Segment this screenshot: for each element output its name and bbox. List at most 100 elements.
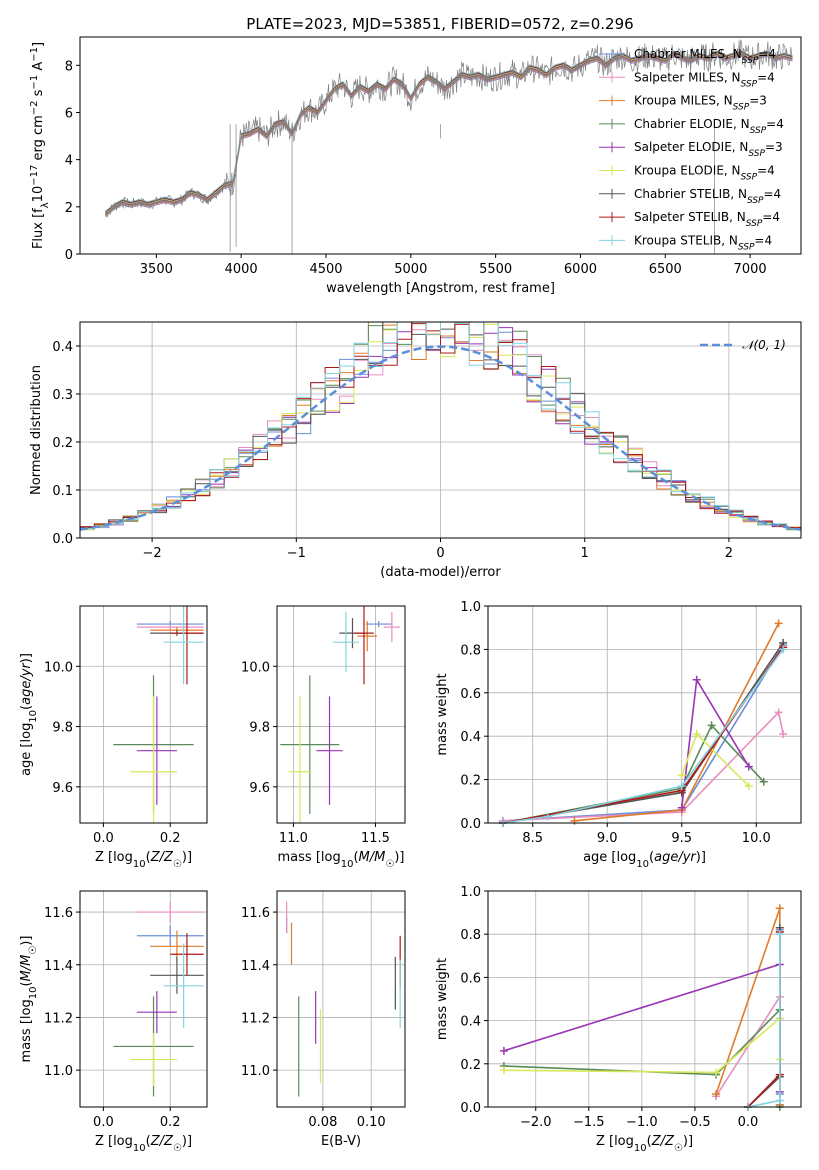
label-part: age [log bbox=[19, 723, 34, 776]
label-part: Z/Z bbox=[150, 1134, 174, 1149]
label-part: (data-model)/error bbox=[380, 565, 501, 580]
label-part: ( bbox=[19, 705, 34, 710]
age-vs-mass-x-label: mass [log10(M/M☉)] bbox=[278, 850, 405, 870]
weight-marker bbox=[779, 730, 788, 739]
x-tick-label: 7000 bbox=[734, 262, 767, 277]
legend-label: Kroupa STELIB, N bbox=[634, 233, 738, 247]
weight-marker bbox=[707, 721, 716, 730]
label-part: ( bbox=[146, 1134, 151, 1149]
x-tick-label: 0.0 bbox=[93, 831, 114, 846]
y-tick-label: 1.0 bbox=[460, 600, 481, 615]
label-part: s bbox=[31, 89, 46, 100]
x-tick-label: 6000 bbox=[564, 262, 597, 277]
x-tick-label: −1.5 bbox=[573, 1115, 605, 1130]
x-tick-label: 0.2 bbox=[160, 831, 181, 846]
x-tick-label: 9.5 bbox=[671, 831, 692, 846]
label-part: M/M bbox=[19, 955, 34, 982]
y-tick-label: 0.8 bbox=[460, 643, 481, 658]
label-part: ☉ bbox=[173, 1143, 182, 1154]
observed-spectrum-line bbox=[105, 38, 793, 219]
label-part: ( bbox=[649, 850, 654, 865]
label-part: mass [log bbox=[19, 999, 34, 1062]
spectrum-axes: 3500 4000 4500 5000 5500 6000 6500 7000 0 2 4 6 8 bbox=[65, 59, 767, 277]
weight-marker bbox=[677, 771, 686, 780]
y-tick-label: 0.4 bbox=[460, 1015, 481, 1030]
label-part: ( bbox=[647, 1134, 652, 1149]
y-tick-label: 11.2 bbox=[44, 1011, 73, 1026]
x-tick-label: 0 bbox=[436, 546, 444, 561]
legend-label: Salpeter ELODIE, N bbox=[634, 140, 748, 154]
weight_vs_Z-axes: −2.0 −1.5 −1.0 −0.5 0.0 0.0 0.2 0.4 0.6 0.8 1.0 bbox=[460, 885, 801, 1130]
label-part: age/yr bbox=[19, 662, 34, 705]
model-spectrum-line bbox=[105, 50, 793, 213]
legend-entry: Kroupa MILES, NSSP=3 bbox=[634, 94, 767, 113]
label-part: ( bbox=[353, 850, 358, 865]
x-tick-label: 1 bbox=[581, 546, 589, 561]
x-tick-label: 4000 bbox=[225, 262, 258, 277]
legend-label: Salpeter MILES, N bbox=[634, 70, 741, 84]
label-part: ( bbox=[146, 850, 151, 865]
weight-line bbox=[502, 723, 765, 824]
y-tick-label: 11.0 bbox=[241, 1064, 270, 1079]
residual-frame bbox=[79, 321, 802, 539]
legend-entry: Chabrier MILES, NSSP=4 bbox=[634, 47, 776, 66]
y-tick-label: 0.0 bbox=[52, 532, 73, 547]
x-tick-label: 8.5 bbox=[522, 831, 543, 846]
label-part: erg cm bbox=[31, 115, 46, 164]
y-tick-label: 11.2 bbox=[241, 1011, 270, 1026]
x-tick-label: 4500 bbox=[309, 262, 342, 277]
label-part: ] bbox=[31, 42, 46, 47]
gaussian-curve bbox=[79, 345, 802, 531]
y-tick-label: 11.0 bbox=[44, 1064, 73, 1079]
weight-marker bbox=[779, 645, 788, 654]
label-part: )] bbox=[683, 1134, 693, 1149]
spectrum-y-label: Flux [fλ10−17 erg cm−2 s−1 A−1] bbox=[29, 42, 51, 249]
x-tick-label: 0.0 bbox=[738, 1115, 759, 1130]
x-tick-label: 3500 bbox=[140, 262, 173, 277]
legend-sub: SSP bbox=[738, 242, 755, 252]
weight-marker bbox=[692, 675, 701, 684]
model-spectrum-line bbox=[105, 50, 793, 212]
y-tick-label: 1.0 bbox=[460, 885, 481, 900]
y-tick-label: 11.6 bbox=[241, 906, 270, 921]
weight-vs-Z-x-label: Z [log10(Z/Z☉)] bbox=[596, 1134, 693, 1154]
weight-marker bbox=[499, 1046, 508, 1055]
legend-sub: SSP bbox=[741, 173, 758, 183]
x-tick-label: 0.08 bbox=[308, 1115, 337, 1130]
label-part: )] bbox=[182, 850, 192, 865]
legend-suffix: =4 bbox=[757, 70, 775, 84]
legend-label: Chabrier ELODIE, N bbox=[634, 117, 750, 131]
x-tick-label: −1.0 bbox=[626, 1115, 658, 1130]
weight-marker bbox=[712, 1090, 721, 1099]
x-tick-label: 11.5 bbox=[361, 831, 390, 846]
y-tick-label: 6 bbox=[65, 106, 73, 121]
x-tick-label: 9.0 bbox=[597, 831, 618, 846]
y-tick-label: 0.2 bbox=[460, 774, 481, 789]
histogram-step bbox=[80, 322, 801, 531]
legend-sub: SSP bbox=[733, 103, 750, 113]
legend-entry: Salpeter ELODIE, NSSP=3 bbox=[634, 140, 783, 159]
age_vs_mass-axes: 11.0 11.5 9.6 9.8 10.0 bbox=[241, 606, 405, 846]
label-part: −1 bbox=[29, 75, 40, 90]
label-part: 10 bbox=[28, 987, 39, 1000]
model-spectrum-line bbox=[105, 52, 793, 214]
legend-sub: SSP bbox=[750, 126, 767, 136]
y-tick-label: 0.2 bbox=[52, 436, 73, 451]
label-part: )] bbox=[182, 1134, 192, 1149]
label-part: ☉ bbox=[173, 859, 182, 870]
label-part: 10 bbox=[133, 1143, 146, 1154]
gaussian-legend-label: 𝒩(0, 1) bbox=[742, 338, 786, 352]
weight-marker bbox=[744, 762, 753, 771]
weight-marker bbox=[775, 1096, 784, 1105]
spectrum-frame bbox=[79, 36, 802, 255]
weight-marker bbox=[543, 812, 552, 821]
weight-marker bbox=[692, 730, 701, 739]
y-tick-label: 0 bbox=[65, 248, 73, 263]
y-tick-label: 0.2 bbox=[460, 1058, 481, 1073]
label-part: E(B-V) bbox=[321, 1134, 361, 1149]
legend-entry: Salpeter STELIB, NSSP=4 bbox=[634, 210, 780, 229]
weight-marker bbox=[744, 782, 753, 791]
legend-suffix: =4 bbox=[757, 164, 775, 178]
weight-marker bbox=[775, 904, 784, 913]
label-part: wavelength [Angstrom, rest frame] bbox=[326, 281, 555, 296]
